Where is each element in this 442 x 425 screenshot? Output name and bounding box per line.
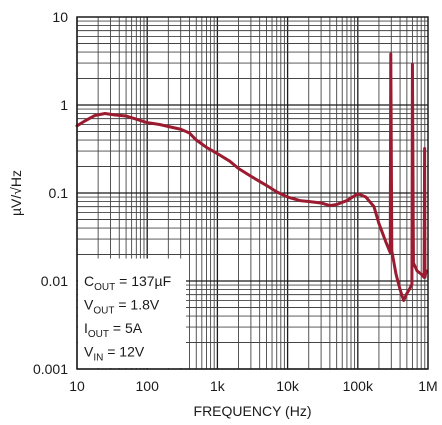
condition-label: COUT = 137µF <box>84 273 171 293</box>
x-tick-label: 100 <box>136 378 160 394</box>
annotation-box <box>78 258 186 368</box>
x-tick-label: 1k <box>210 378 226 394</box>
y-axis-ticks: 10 1 0.1 0.01 0.001 <box>33 9 68 377</box>
y-tick-label: 0.1 <box>49 185 69 201</box>
condition-label: VIN = 12V <box>84 343 145 363</box>
x-tick-label: 100k <box>343 378 374 394</box>
noise-curve <box>75 52 428 303</box>
annotations: COUT = 137µF VOUT = 1.8V IOUT = 5A VIN = 12… <box>84 273 171 364</box>
y-tick-label: 1 <box>60 97 68 113</box>
gridlines <box>76 17 428 370</box>
y-tick-label: 0.001 <box>33 361 68 377</box>
plot-frame <box>76 16 429 370</box>
x-axis-title: FREQUENCY (Hz) <box>194 403 312 419</box>
x-tick-label: 1M <box>418 378 437 394</box>
x-tick-label: 10k <box>276 378 300 394</box>
x-axis-ticks: 10 100 1k 10k 100k 1M <box>69 378 438 394</box>
x-tick-label: 10 <box>69 378 85 394</box>
plot-area <box>75 16 429 370</box>
y-tick-label: 0.01 <box>41 273 68 289</box>
y-tick-label: 10 <box>52 9 68 25</box>
condition-label: IOUT = 5A <box>84 320 143 340</box>
condition-label: VOUT = 1.8V <box>84 296 160 316</box>
y-axis-title: µV/√Hz <box>8 170 24 216</box>
